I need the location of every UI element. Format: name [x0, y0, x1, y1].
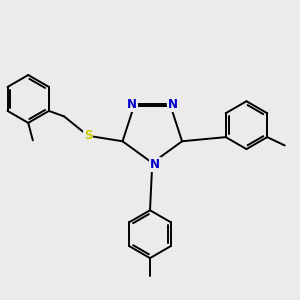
- Text: S: S: [84, 129, 92, 142]
- Text: N: N: [150, 158, 160, 171]
- Text: N: N: [167, 98, 178, 111]
- Text: N: N: [127, 98, 137, 111]
